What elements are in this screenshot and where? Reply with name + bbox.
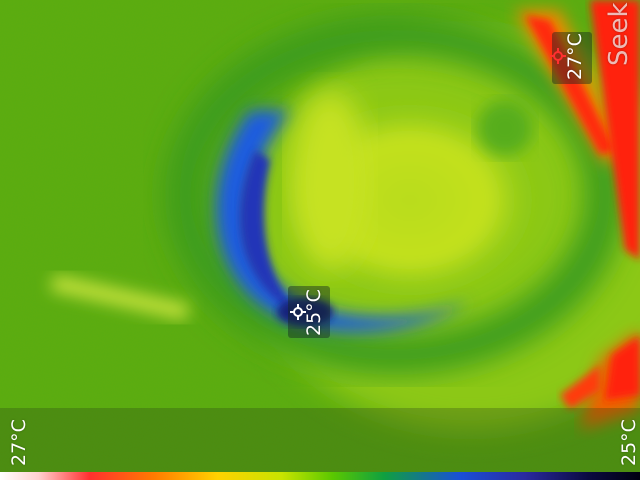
scale-min-label: 25°C [618,419,640,466]
hot-spot-temperature: 27°C [564,33,586,80]
crosshair-icon [550,48,566,64]
cold-spot-temperature: 25°C [303,289,325,336]
brand-logo: Seek [604,2,634,66]
crosshair-icon [290,304,306,320]
scale-max-label: 27°C [8,419,30,466]
color-palette-bar [0,472,640,480]
scale-strip-background [0,408,640,472]
hot-spot-tag [552,32,592,84]
